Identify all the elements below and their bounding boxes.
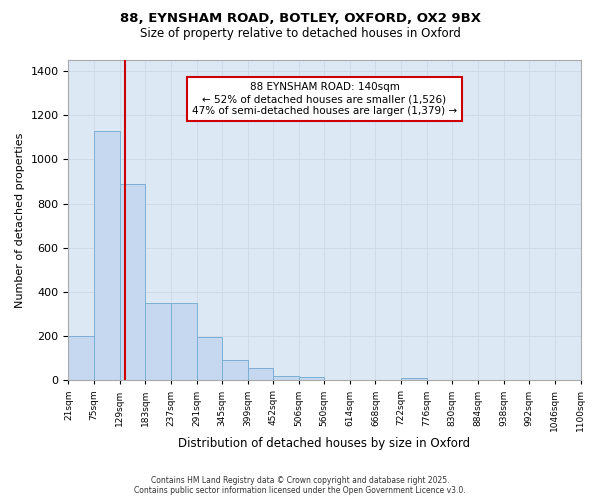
Text: 88, EYNSHAM ROAD, BOTLEY, OXFORD, OX2 9BX: 88, EYNSHAM ROAD, BOTLEY, OXFORD, OX2 9B… xyxy=(119,12,481,26)
Text: 88 EYNSHAM ROAD: 140sqm
← 52% of detached houses are smaller (1,526)
47% of semi: 88 EYNSHAM ROAD: 140sqm ← 52% of detache… xyxy=(192,82,457,116)
Bar xyxy=(273,376,299,380)
Bar xyxy=(248,368,273,380)
Text: Contains HM Land Registry data © Crown copyright and database right 2025.
Contai: Contains HM Land Registry data © Crown c… xyxy=(134,476,466,495)
Bar xyxy=(222,360,248,380)
Bar xyxy=(171,303,197,380)
Bar xyxy=(145,303,171,380)
Bar xyxy=(119,184,145,380)
Bar xyxy=(94,130,119,380)
Bar xyxy=(197,337,222,380)
Bar xyxy=(401,378,427,380)
Text: Size of property relative to detached houses in Oxford: Size of property relative to detached ho… xyxy=(140,28,460,40)
Bar xyxy=(68,336,94,380)
Bar xyxy=(299,377,324,380)
Y-axis label: Number of detached properties: Number of detached properties xyxy=(15,132,25,308)
X-axis label: Distribution of detached houses by size in Oxford: Distribution of detached houses by size … xyxy=(178,437,470,450)
